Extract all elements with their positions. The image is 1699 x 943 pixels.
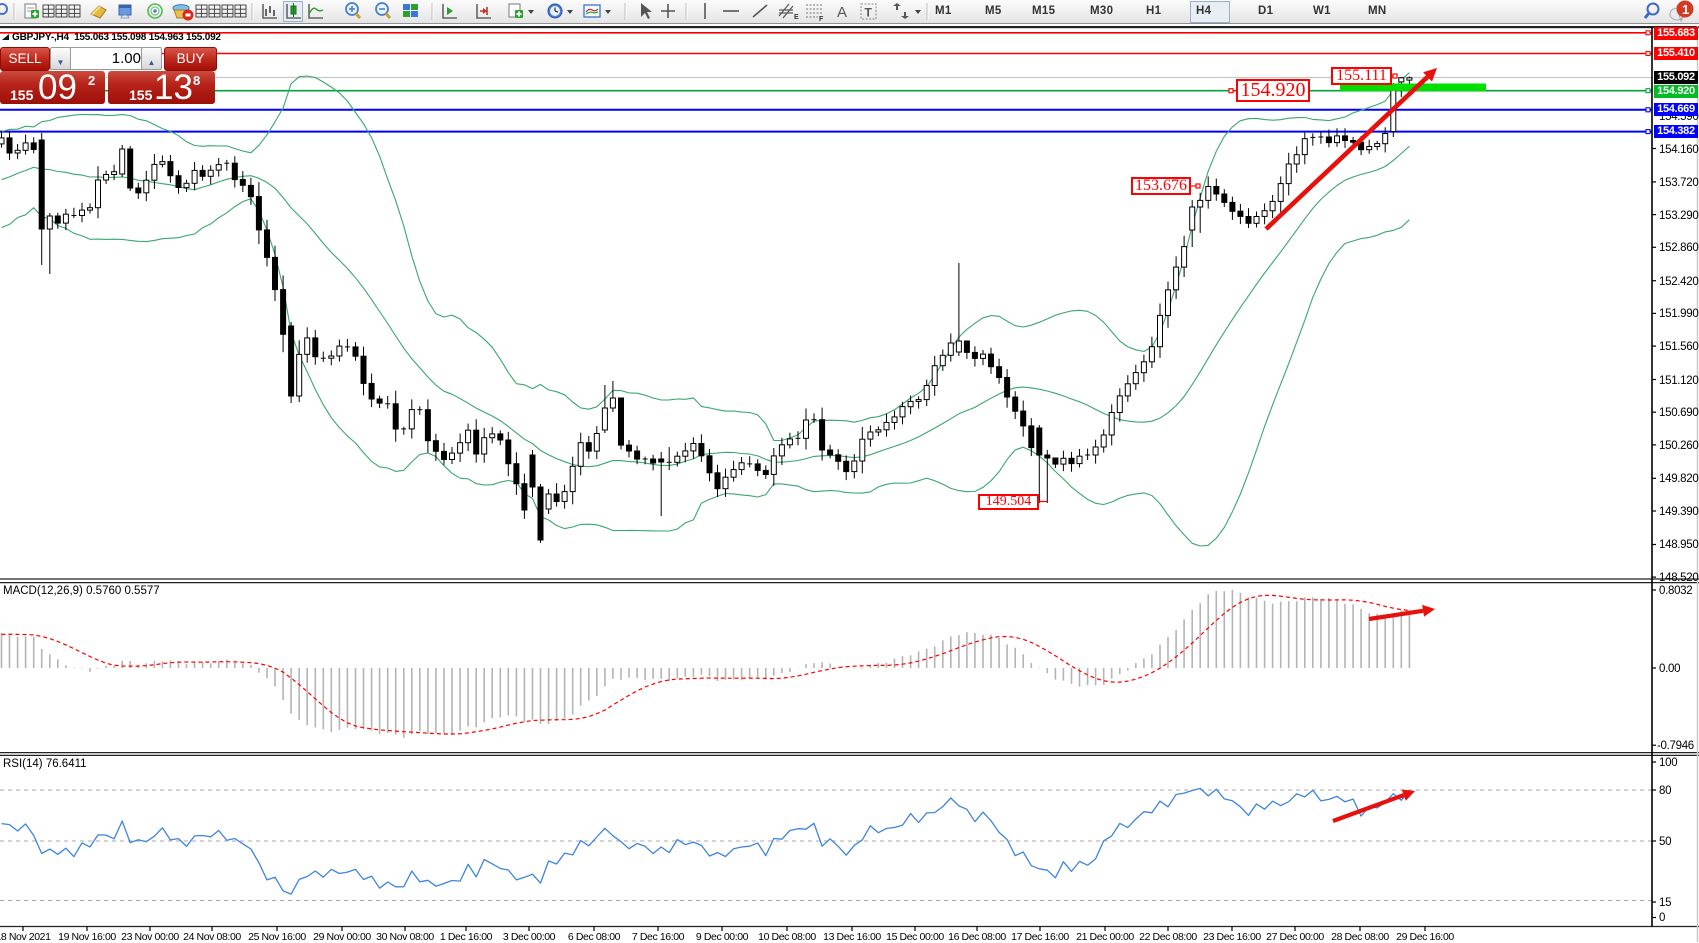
svg-text:A: A xyxy=(837,4,847,21)
svg-text:F: F xyxy=(819,16,824,23)
svg-text:T: T xyxy=(865,6,873,20)
svg-text:E: E xyxy=(794,14,799,21)
svg-text:1: 1 xyxy=(1682,2,1689,17)
